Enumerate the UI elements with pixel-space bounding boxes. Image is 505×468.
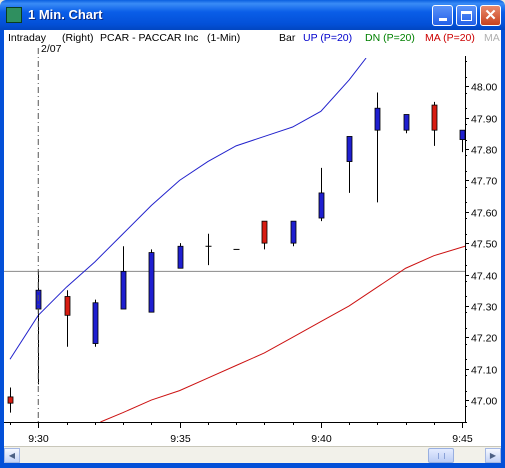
candle-body <box>64 296 71 316</box>
candle[interactable] <box>403 114 410 134</box>
candle[interactable] <box>177 243 184 269</box>
price-tick-label: 47.00 <box>471 396 497 408</box>
candle-body <box>7 396 14 404</box>
header-mode: Intraday <box>8 32 47 44</box>
window-frame-right <box>501 30 505 463</box>
candle-body <box>431 104 438 131</box>
legend-ma[interactable]: MA (P=20) <box>425 32 475 44</box>
candle-body <box>261 220 268 244</box>
close-icon: ✕ <box>484 7 497 24</box>
candle[interactable] <box>261 220 268 250</box>
candle-body <box>177 245 184 269</box>
candle-body <box>374 107 381 131</box>
candle-body <box>459 129 466 140</box>
price-tick-label: 47.30 <box>471 302 497 314</box>
chart-area[interactable]: Intraday (Right) PCAR - PACCAR Inc (1-Mi… <box>4 30 501 446</box>
candle[interactable] <box>431 101 438 146</box>
price-tick-label: 47.40 <box>471 271 497 283</box>
time-tick-label: 9:30 <box>28 433 49 445</box>
candle-body <box>403 114 410 131</box>
window-frame-left <box>0 30 4 463</box>
time-tick-label: 9:40 <box>311 433 332 445</box>
price-chart[interactable]: Intraday (Right) PCAR - PACCAR Inc (1-Mi… <box>4 30 501 446</box>
scroll-left-button[interactable]: ◀ <box>4 448 20 463</box>
candle-body <box>290 220 297 244</box>
candle[interactable] <box>148 249 155 313</box>
up-band-line <box>9 58 367 360</box>
price-tick-label: 47.10 <box>471 365 497 377</box>
maximize-button[interactable] <box>456 5 477 26</box>
price-tick-label: 47.80 <box>471 145 497 157</box>
plot-area[interactable] <box>4 48 466 422</box>
candle[interactable] <box>7 387 14 413</box>
legend-bar[interactable]: Bar <box>279 32 296 44</box>
scroll-right-button[interactable]: ▶ <box>485 448 501 463</box>
candle-body <box>92 302 99 344</box>
candle[interactable] <box>318 167 325 222</box>
candle[interactable] <box>92 299 99 347</box>
right-arrow-icon: ▶ <box>489 451 497 460</box>
candle-body <box>120 270 127 310</box>
price-tick-label: 47.90 <box>471 114 497 126</box>
title-bar[interactable]: 1 Min. Chart ✕ <box>0 0 505 30</box>
grip-icon <box>438 453 445 459</box>
chart-header: Intraday (Right) PCAR - PACCAR Inc (1-Mi… <box>8 32 500 55</box>
window-title: 1 Min. Chart <box>28 7 103 22</box>
candle-body <box>148 252 155 313</box>
header-interval: (1-Min) <box>207 32 240 44</box>
time-tick-label: 9:35 <box>170 433 191 445</box>
legend-ma-2[interactable]: MA <box>484 32 500 44</box>
horizontal-scrollbar[interactable]: ◀ ▶ <box>4 446 501 463</box>
candle[interactable] <box>64 290 71 347</box>
price-axis[interactable]: 47.00 47.10 47.20 47.30 47.40 47.50 47.60 47.70… <box>465 56 497 423</box>
candle-body <box>346 136 353 162</box>
maximize-icon <box>461 10 472 21</box>
plot-content <box>4 58 466 422</box>
time-tick-label: 9:45 <box>452 433 473 445</box>
price-tick-label: 47.60 <box>471 208 497 220</box>
minimize-icon <box>438 18 447 21</box>
header-symbol: PCAR - PACCAR Inc <box>100 32 198 44</box>
legend-dn-band[interactable]: DN (P=20) <box>365 32 415 44</box>
candle[interactable] <box>35 271 42 385</box>
scroll-thumb[interactable] <box>428 448 454 463</box>
minimize-button[interactable] <box>432 5 453 26</box>
candle[interactable] <box>374 92 381 203</box>
candle[interactable] <box>120 246 127 310</box>
close-button[interactable]: ✕ <box>480 5 501 26</box>
candle[interactable] <box>346 136 353 193</box>
candle[interactable] <box>205 233 212 266</box>
chart-app-icon[interactable] <box>6 7 22 23</box>
price-tick-label: 47.70 <box>471 176 497 188</box>
candle[interactable] <box>459 129 466 153</box>
candle[interactable] <box>290 220 297 247</box>
time-axis[interactable]: 9:30 9:35 9:40 9:45 <box>4 422 473 445</box>
price-tick-label: 47.50 <box>471 239 497 251</box>
window-frame-bottom <box>0 463 505 468</box>
header-scale-side: (Right) <box>62 32 94 44</box>
price-tick-label: 48.00 <box>471 82 497 94</box>
header-date-label: 2/07 <box>41 43 62 55</box>
legend-up-band[interactable]: UP (P=20) <box>303 32 352 44</box>
ma-line <box>100 245 466 422</box>
candle-body <box>318 192 325 219</box>
price-tick-label: 47.20 <box>471 333 497 345</box>
left-arrow-icon: ◀ <box>8 451 16 460</box>
